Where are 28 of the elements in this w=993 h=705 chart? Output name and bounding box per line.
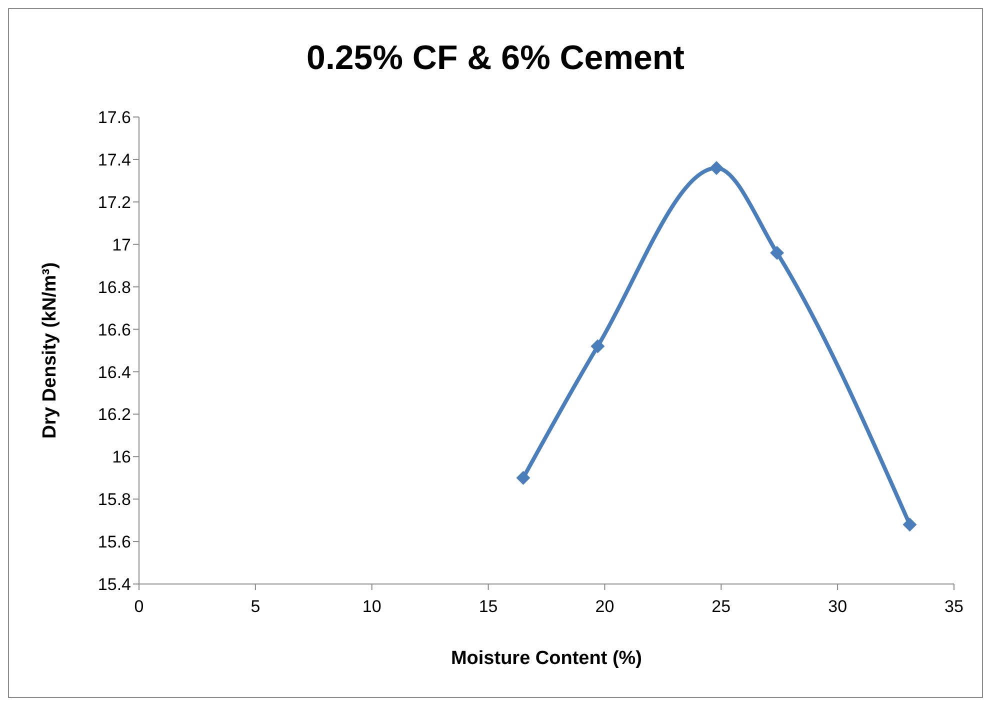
y-tick-label: 16.2	[98, 405, 131, 424]
y-tick-label: 16	[112, 448, 131, 467]
x-tick-label: 25	[712, 597, 731, 616]
y-tick-label: 16.4	[98, 362, 131, 382]
x-tick-label: 5	[250, 597, 260, 616]
x-tick-label: 15	[478, 597, 498, 616]
x-tick-label: 10	[362, 597, 382, 616]
point	[709, 160, 724, 175]
x-tick-label: 30	[828, 597, 848, 616]
y-tick-label: 17	[112, 235, 131, 254]
y-tick-label: 16.6	[98, 320, 131, 340]
point	[516, 470, 530, 485]
chart-title: 0.25% CF & 6% Cement	[306, 39, 686, 78]
point	[590, 339, 605, 354]
point	[770, 246, 784, 260]
y-tick-label: 17.6	[98, 108, 131, 128]
point	[902, 518, 917, 532]
y-tick-label: 17.4	[98, 150, 131, 170]
x-tick-label: 35	[944, 597, 964, 616]
x-tick-label: 20	[595, 597, 614, 616]
y-tick-label: 15.6	[98, 532, 131, 552]
y-tick-label: 15.4	[98, 575, 131, 594]
y-tick-label: 16.8	[98, 278, 131, 297]
y-tick-label: 15.8	[98, 490, 131, 510]
x-axis-title: Moisture Content (%)	[450, 648, 642, 669]
y-axis-title: Dry Density (kN/m³)	[40, 262, 61, 439]
x-tick-label: 0	[134, 597, 144, 616]
y-tick-label: 17.2	[98, 192, 131, 212]
